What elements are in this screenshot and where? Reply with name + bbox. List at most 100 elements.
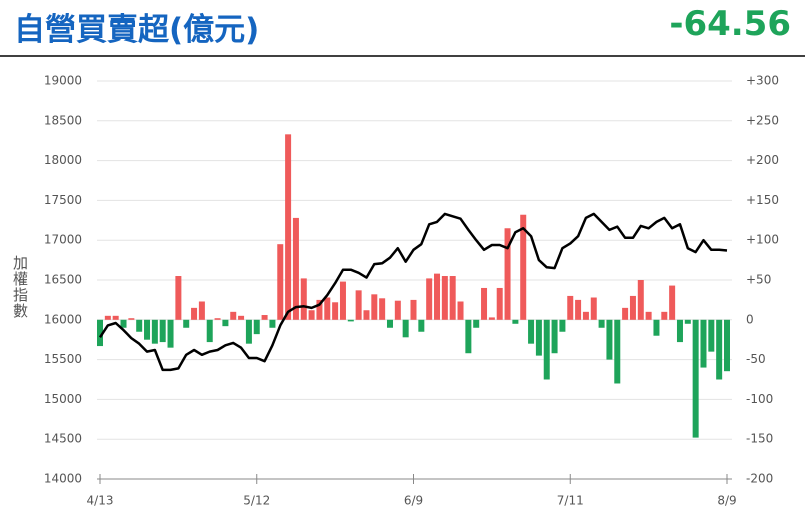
y2-tick-label: +100 bbox=[746, 233, 779, 247]
bar bbox=[528, 319, 535, 344]
y-tick-label: 18000 bbox=[44, 153, 82, 167]
bar bbox=[449, 276, 456, 320]
y2-tick-label: -200 bbox=[746, 472, 773, 486]
bar bbox=[708, 319, 715, 352]
bar bbox=[473, 319, 480, 328]
bar bbox=[535, 319, 542, 356]
bar bbox=[136, 319, 143, 332]
bar bbox=[191, 307, 198, 320]
y-tick-label: 17000 bbox=[44, 233, 82, 247]
y2-tick-label: -150 bbox=[746, 432, 773, 446]
bar bbox=[598, 319, 605, 328]
y2-tick-label: +150 bbox=[746, 193, 779, 207]
x-tick-label: 5/12 bbox=[243, 494, 270, 508]
bar bbox=[614, 319, 621, 384]
bar bbox=[214, 318, 221, 320]
bar bbox=[363, 310, 370, 320]
bar bbox=[551, 319, 558, 354]
bar bbox=[622, 307, 629, 320]
bar bbox=[285, 134, 292, 320]
bar bbox=[724, 319, 730, 372]
bar bbox=[394, 300, 401, 320]
bar bbox=[97, 319, 103, 347]
bar bbox=[684, 319, 691, 324]
bar bbox=[120, 319, 127, 328]
bar bbox=[159, 319, 166, 343]
bar bbox=[488, 317, 495, 320]
bar bbox=[512, 319, 519, 324]
y-tick-label: 18500 bbox=[44, 113, 82, 127]
index-line bbox=[98, 212, 728, 372]
bar bbox=[167, 319, 174, 348]
bar bbox=[308, 310, 315, 320]
bar bbox=[434, 273, 441, 320]
bar bbox=[692, 319, 699, 438]
bar bbox=[496, 287, 503, 320]
bar bbox=[292, 217, 299, 320]
bar bbox=[238, 315, 245, 320]
bar bbox=[590, 297, 597, 320]
bar bbox=[567, 295, 574, 320]
y-tick-label: 16000 bbox=[44, 312, 82, 326]
y2-tick-label: +50 bbox=[746, 273, 771, 287]
bar bbox=[222, 319, 229, 327]
y2-tick-label: +300 bbox=[746, 74, 779, 88]
y-axis-label: 加權指數 bbox=[11, 255, 29, 319]
bar bbox=[355, 290, 362, 320]
bar bbox=[669, 285, 676, 320]
bar bbox=[104, 315, 111, 320]
bar bbox=[410, 299, 417, 320]
y-tick-label: 15000 bbox=[44, 392, 82, 406]
bar bbox=[582, 311, 589, 320]
bar bbox=[261, 315, 268, 320]
bar bbox=[543, 319, 550, 380]
bar bbox=[151, 319, 158, 344]
bar bbox=[371, 294, 378, 320]
bar bbox=[128, 318, 135, 320]
bar bbox=[386, 319, 393, 328]
bar bbox=[661, 311, 668, 320]
bar bbox=[520, 214, 527, 320]
bar bbox=[606, 319, 613, 360]
x-tick-label: 4/13 bbox=[87, 494, 114, 508]
bar bbox=[559, 319, 566, 332]
y2-tick-label: +250 bbox=[746, 113, 779, 127]
y-tick-label: 19000 bbox=[44, 74, 82, 88]
bar bbox=[183, 319, 190, 328]
bar bbox=[175, 276, 182, 320]
bar bbox=[324, 297, 331, 320]
bar bbox=[457, 301, 464, 320]
bar bbox=[206, 319, 213, 343]
bar bbox=[198, 301, 205, 320]
bar bbox=[504, 228, 511, 320]
bar bbox=[269, 319, 276, 328]
bar bbox=[676, 319, 683, 343]
bar bbox=[347, 319, 354, 322]
bar bbox=[481, 287, 488, 320]
bar bbox=[379, 298, 386, 320]
bar bbox=[629, 295, 636, 320]
headline: -64.56 bbox=[669, 4, 791, 44]
bar bbox=[230, 311, 237, 320]
x-tick-label: 8/9 bbox=[717, 494, 736, 508]
bar bbox=[277, 244, 284, 320]
bar bbox=[575, 299, 582, 320]
y-tick-label: 14000 bbox=[44, 472, 82, 486]
bar bbox=[700, 319, 707, 368]
bar bbox=[332, 302, 339, 320]
bar bbox=[339, 281, 346, 320]
y2-tick-label: +200 bbox=[746, 153, 779, 167]
y-tick-label: 17500 bbox=[44, 193, 82, 207]
bar bbox=[426, 278, 433, 320]
x-tick-label: 6/9 bbox=[404, 494, 423, 508]
bar bbox=[245, 319, 252, 344]
bar bbox=[645, 311, 652, 320]
bar bbox=[653, 319, 660, 336]
bar bbox=[441, 276, 448, 320]
x-tick-label: 7/11 bbox=[557, 494, 584, 508]
title: 自營買賣超(億元) bbox=[14, 12, 260, 48]
y2-tick-label: 0 bbox=[746, 312, 754, 326]
bar bbox=[112, 315, 119, 320]
bar bbox=[418, 319, 425, 332]
